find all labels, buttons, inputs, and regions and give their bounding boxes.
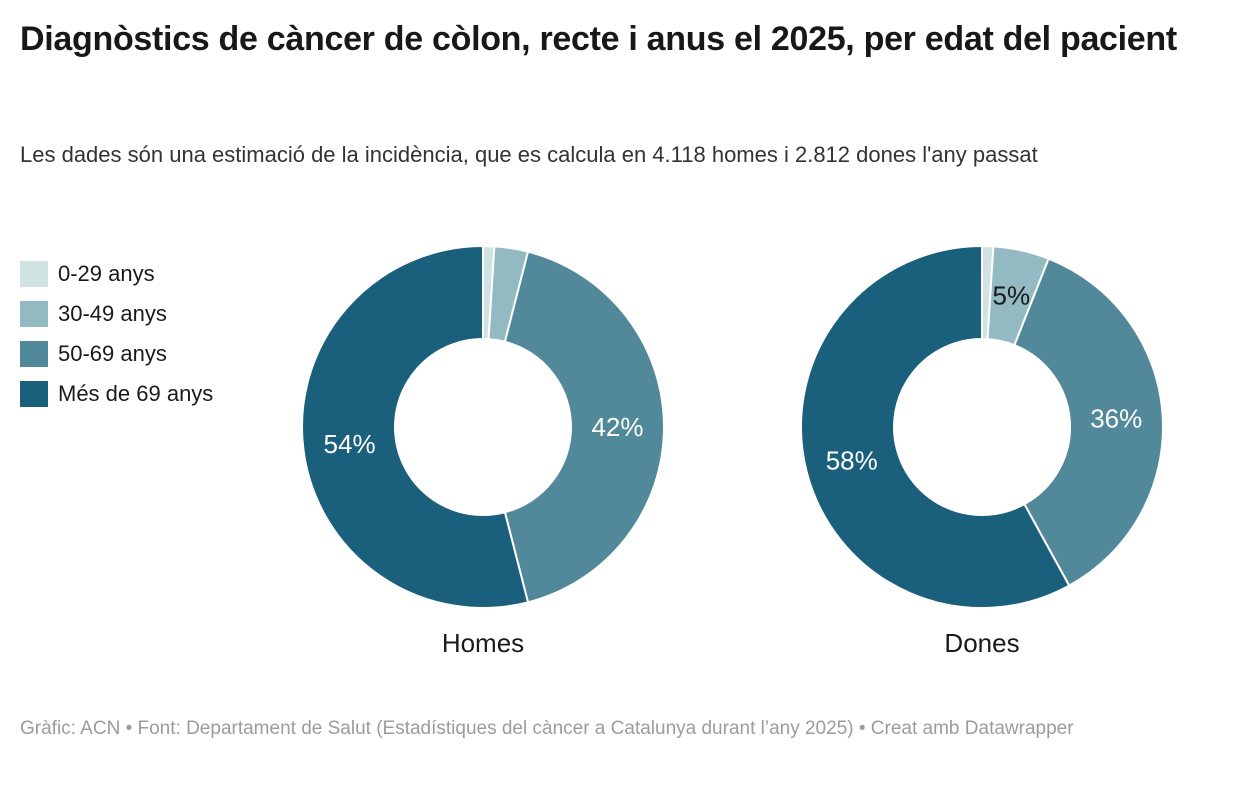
donut-slice-dones-3 xyxy=(800,244,1071,609)
donut-slice-homes-3 xyxy=(301,244,530,609)
slice-label: 54% xyxy=(324,429,376,459)
slice-label: 42% xyxy=(591,412,643,442)
chart-label-homes: Homes xyxy=(441,628,525,658)
chart-title: Diagnòstics de càncer de còlon, recte i … xyxy=(20,20,1177,58)
legend-swatch-icon xyxy=(20,341,48,367)
legend-item-0-29: 0-29 anys xyxy=(20,261,213,287)
chart-label-dones: Dones xyxy=(944,628,1020,658)
slice-label: 5% xyxy=(993,281,1031,311)
legend-label: 30-49 anys xyxy=(58,301,167,326)
legend-item-30-49: 30-49 anys xyxy=(20,301,213,327)
donut-charts: 42% 54% 5% 36% 58% xyxy=(301,244,1164,609)
attribution-footer: Gràfic: ACN • Font: Departament de Salut… xyxy=(20,718,1074,739)
legend-label: 0-29 anys xyxy=(58,261,155,286)
legend-label: Més de 69 anys xyxy=(58,381,214,406)
legend: 0-29 anys 30-49 anys 50-69 anys Més de 6… xyxy=(20,261,213,421)
legend-item-mes-de-69: Més de 69 anys xyxy=(20,381,213,407)
donut-slice-dones-2 xyxy=(1013,257,1164,587)
legend-swatch-icon xyxy=(20,381,48,407)
slice-label: 36% xyxy=(1090,404,1142,434)
legend-label: 50-69 anys xyxy=(58,341,167,366)
legend-swatch-icon xyxy=(20,261,48,287)
chart-subtitle: Les dades són una estimació de la incidè… xyxy=(20,142,1038,167)
legend-swatch-icon xyxy=(20,301,48,327)
legend-item-50-69: 50-69 anys xyxy=(20,341,213,367)
slice-label: 58% xyxy=(826,445,878,475)
donut-slice-homes-2 xyxy=(503,250,665,604)
